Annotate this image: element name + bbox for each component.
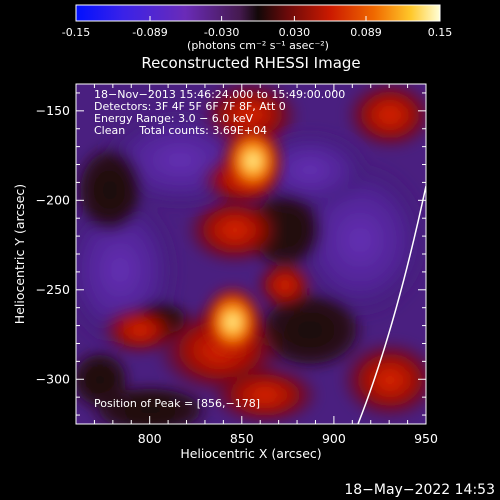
x-tick-label: 850 — [230, 431, 254, 446]
annotation-time-range: 18−Nov−2013 15:46:24.000 to 15:49:00.000 — [94, 88, 345, 101]
annotation-peak-position: Position of Peak = [856,−178] — [94, 397, 260, 410]
colorbar-tick-label: 0.15 — [428, 26, 453, 39]
y-axis-label: Heliocentric Y (arcsec) — [12, 184, 27, 324]
x-tick-label: 950 — [414, 431, 438, 446]
colorbar-tick-label: -0.15 — [62, 26, 90, 39]
annotation-energy: Energy Range: 3.0 − 6.0 keV — [94, 112, 254, 125]
y-tick-label: −150 — [36, 103, 70, 118]
x-tick-label: 800 — [138, 431, 162, 446]
colorbar-tick-label: 0.030 — [279, 26, 311, 39]
hxr-source-2 — [201, 283, 265, 361]
colorbar-tick-label: 0.089 — [350, 26, 382, 39]
x-axis-label: Heliocentric X (arcsec) — [180, 446, 321, 461]
colorbar — [75, 4, 441, 22]
colorbar-tick-label: -0.089 — [132, 26, 167, 39]
rhessi-image — [76, 84, 426, 424]
colorbar-ticks — [75, 16, 441, 21]
x-tick-label: 900 — [322, 431, 346, 446]
hxr-source-1 — [220, 121, 286, 201]
plot-title: Reconstructed RHESSI Image — [141, 54, 360, 72]
footer-timestamp: 18−May−2022 14:53 — [344, 482, 495, 498]
colorbar-units: (photons cm⁻² s⁻¹ asec⁻²) — [187, 39, 329, 52]
annotation-block: 18−Nov−2013 15:46:24.000 to 15:49:00.000… — [94, 88, 345, 137]
x-axis-ticks: 800 850 900 950 — [93, 84, 438, 446]
solar-limb — [357, 185, 426, 424]
y-tick-label: −250 — [36, 282, 70, 297]
y-tick-label: −200 — [36, 192, 70, 207]
y-tick-label: −300 — [36, 371, 70, 386]
annotation-clean: Clean Total counts: 3.69E+04 — [94, 124, 267, 137]
y-axis-ticks: −150 −200 −250 −300 — [36, 92, 426, 416]
colorbar-tick-labels: -0.15 -0.089 -0.030 0.030 0.089 0.15 — [62, 26, 452, 39]
annotation-detectors: Detectors: 3F 4F 5F 6F 7F 8F, Att 0 — [94, 100, 286, 113]
colorbar-tick-label: -0.030 — [204, 26, 239, 39]
